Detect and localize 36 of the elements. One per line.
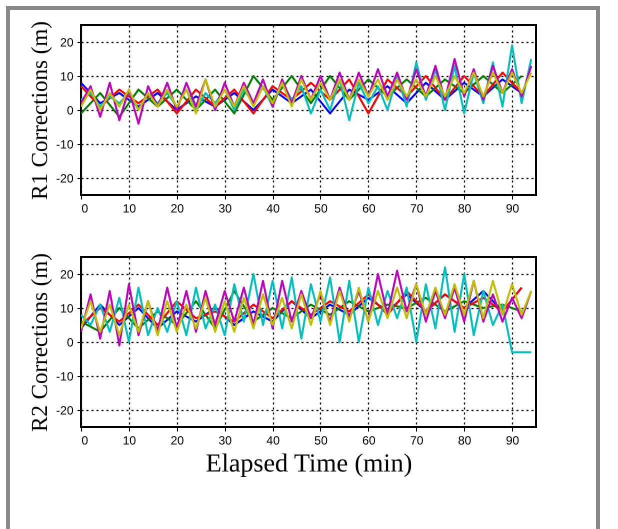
x-tick-label: 70 <box>410 202 424 216</box>
y-axis-title: R2 Corrections (m) <box>27 253 52 432</box>
x-tick-label: 50 <box>314 202 328 216</box>
x-tick-label: 40 <box>266 202 280 216</box>
x-tick-label: 10 <box>122 434 136 448</box>
x-tick-label: 80 <box>458 202 472 216</box>
y-axis-title: R1 Corrections (m) <box>27 21 52 200</box>
x-tick-label: 30 <box>218 434 232 448</box>
x-tick-label: 60 <box>362 202 376 216</box>
y-tick-label: 20 <box>60 268 74 282</box>
x-tick-label: 90 <box>506 202 520 216</box>
x-tick-label: 40 <box>266 434 280 448</box>
x-tick-label: 20 <box>170 434 184 448</box>
y-tick-label: 10 <box>60 70 74 84</box>
x-tick-label: 50 <box>314 434 328 448</box>
x-tick-label: 90 <box>506 434 520 448</box>
y-tick-label: -10 <box>56 370 74 384</box>
line-series <box>81 280 532 336</box>
line-series <box>81 58 532 125</box>
line-series <box>81 44 532 122</box>
y-tick-label: 0 <box>66 104 74 118</box>
x-tick-label: 80 <box>458 434 472 448</box>
x-tick-label: 20 <box>170 202 184 216</box>
y-tick-label: -20 <box>56 172 74 186</box>
x-tick-label: 70 <box>410 434 424 448</box>
x-tick-label: 10 <box>122 202 136 216</box>
x-tick-label: 0 <box>82 202 88 216</box>
y-tick-label: -20 <box>56 404 74 418</box>
y-tick-label: -10 <box>56 138 74 152</box>
x-axis-title: Elapsed Time (min) <box>206 448 412 478</box>
y-tick-label: 20 <box>60 36 74 50</box>
x-tick-label: 0 <box>82 434 88 448</box>
x-tick-label: 60 <box>362 434 376 448</box>
y-tick-label: 0 <box>66 336 74 350</box>
x-tick-label: 30 <box>218 202 232 216</box>
y-tick-label: 10 <box>60 302 74 316</box>
